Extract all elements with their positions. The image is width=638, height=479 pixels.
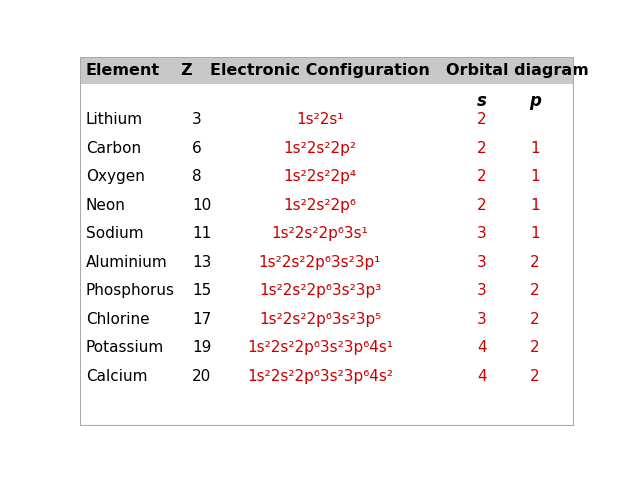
Text: 1s²2s²2p⁶3s²3p⁶4s¹: 1s²2s²2p⁶3s²3p⁶4s¹ [247, 340, 393, 355]
Text: 3: 3 [477, 255, 487, 270]
Text: 2: 2 [477, 113, 487, 127]
Text: 2: 2 [477, 170, 487, 184]
Text: 10: 10 [192, 198, 211, 213]
Text: Electronic Configuration: Electronic Configuration [210, 63, 430, 78]
Text: 1: 1 [530, 198, 540, 213]
Text: 1s²2s²2p⁴: 1s²2s²2p⁴ [283, 170, 357, 184]
Text: 2: 2 [530, 255, 540, 270]
Text: 1: 1 [530, 226, 540, 241]
Text: s: s [477, 92, 487, 110]
Bar [80, 57, 574, 84]
Text: 8: 8 [192, 170, 202, 184]
Text: 11: 11 [192, 226, 211, 241]
Text: 3: 3 [477, 283, 487, 298]
Text: Oxygen: Oxygen [86, 170, 145, 184]
Text: 1: 1 [530, 141, 540, 156]
Text: 1s²2s²2p⁶3s²3p⁵: 1s²2s²2p⁶3s²3p⁵ [259, 312, 381, 327]
Text: 2: 2 [530, 340, 540, 355]
Text: 4: 4 [477, 340, 487, 355]
Text: 2: 2 [530, 369, 540, 384]
Text: 2: 2 [530, 312, 540, 327]
Text: Chlorine: Chlorine [86, 312, 149, 327]
Text: 20: 20 [192, 369, 211, 384]
Text: 2: 2 [530, 283, 540, 298]
Text: 2: 2 [477, 198, 487, 213]
Text: 3: 3 [477, 226, 487, 241]
Text: 3: 3 [192, 113, 202, 127]
Text: 17: 17 [192, 312, 211, 327]
Text: Carbon: Carbon [86, 141, 141, 156]
Text: 2: 2 [477, 141, 487, 156]
Text: Phosphorus: Phosphorus [86, 283, 175, 298]
Text: 6: 6 [192, 141, 202, 156]
Text: 1: 1 [530, 170, 540, 184]
Text: 3: 3 [477, 312, 487, 327]
Text: 13: 13 [192, 255, 212, 270]
Text: Potassium: Potassium [86, 340, 164, 355]
Text: 1s²2s²2p⁶3s²3p³: 1s²2s²2p⁶3s²3p³ [259, 283, 381, 298]
Text: 4: 4 [477, 369, 487, 384]
Text: 15: 15 [192, 283, 211, 298]
Text: 1s²2s²2p⁶3s¹: 1s²2s²2p⁶3s¹ [272, 226, 368, 241]
Text: Calcium: Calcium [86, 369, 147, 384]
Text: 1s²2s²2p²: 1s²2s²2p² [283, 141, 357, 156]
Text: 19: 19 [192, 340, 212, 355]
Text: Lithium: Lithium [86, 113, 143, 127]
Text: 1s²2s²2p⁶3s²3p⁶4s²: 1s²2s²2p⁶3s²3p⁶4s² [247, 369, 393, 384]
Text: Neon: Neon [86, 198, 126, 213]
Text: Aluminium: Aluminium [86, 255, 168, 270]
Text: p: p [529, 92, 540, 110]
Text: 1s²2s²2p⁶3s²3p¹: 1s²2s²2p⁶3s²3p¹ [259, 255, 381, 270]
Text: Orbital diagram: Orbital diagram [446, 63, 589, 78]
Text: 1s²2s²2p⁶: 1s²2s²2p⁶ [283, 198, 357, 213]
Text: Sodium: Sodium [86, 226, 144, 241]
Text: Element: Element [86, 63, 160, 78]
Text: Z: Z [181, 63, 192, 78]
Text: 1s²2s¹: 1s²2s¹ [296, 113, 344, 127]
